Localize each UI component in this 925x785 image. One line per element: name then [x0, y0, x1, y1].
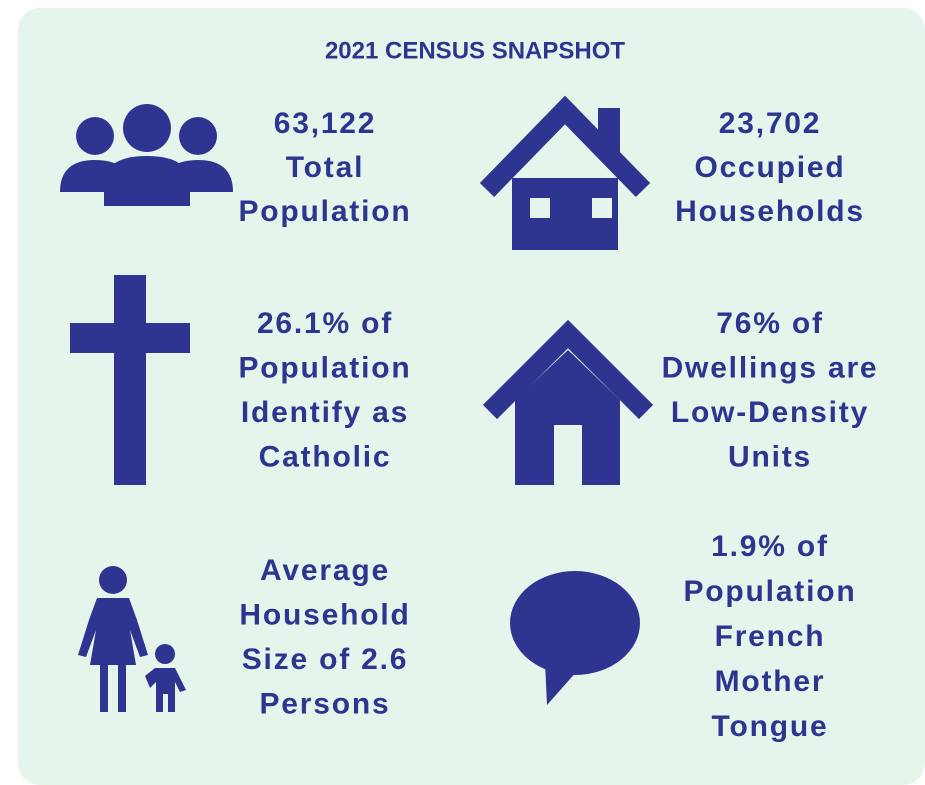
stat-line: Household [239, 598, 410, 631]
stat-line: Occupied [694, 151, 845, 184]
stat-line: Mother [715, 665, 826, 698]
stat-line: Catholic [259, 440, 392, 473]
stat-line: Households [675, 195, 865, 228]
stat-line: French [715, 620, 826, 653]
stat-line: Tongue [712, 710, 829, 743]
title: 2021 CENSUS SNAPSHOT [325, 37, 625, 64]
people-icon [60, 104, 233, 206]
stat-line: 63,122 [274, 107, 377, 140]
stat-line: Persons [260, 687, 391, 720]
stat-line: 26.1% of [257, 307, 393, 340]
stat-line: Population [239, 195, 412, 228]
speech-bubble-icon [510, 571, 640, 705]
house-icon [479, 95, 651, 250]
stat-line: Dwellings are [662, 351, 879, 384]
stat-line: Total [286, 151, 364, 184]
stat-line: Population [684, 575, 857, 608]
house-icon-2 [482, 319, 654, 485]
stat-line: Identify as [241, 396, 409, 429]
stat-line: Size of 2.6 [242, 643, 409, 676]
card [18, 8, 925, 785]
stat-line: Low-Density [671, 396, 869, 429]
stat-line: Units [728, 440, 812, 473]
cross-icon [70, 275, 190, 485]
stat-line: 1.9% of [711, 530, 829, 563]
stat-line: Population [239, 351, 412, 384]
stat-line: Average [260, 554, 390, 587]
parent-child-icon [78, 566, 186, 712]
stat-line: 23,702 [719, 107, 822, 140]
stat-line: 76% of [716, 307, 824, 340]
